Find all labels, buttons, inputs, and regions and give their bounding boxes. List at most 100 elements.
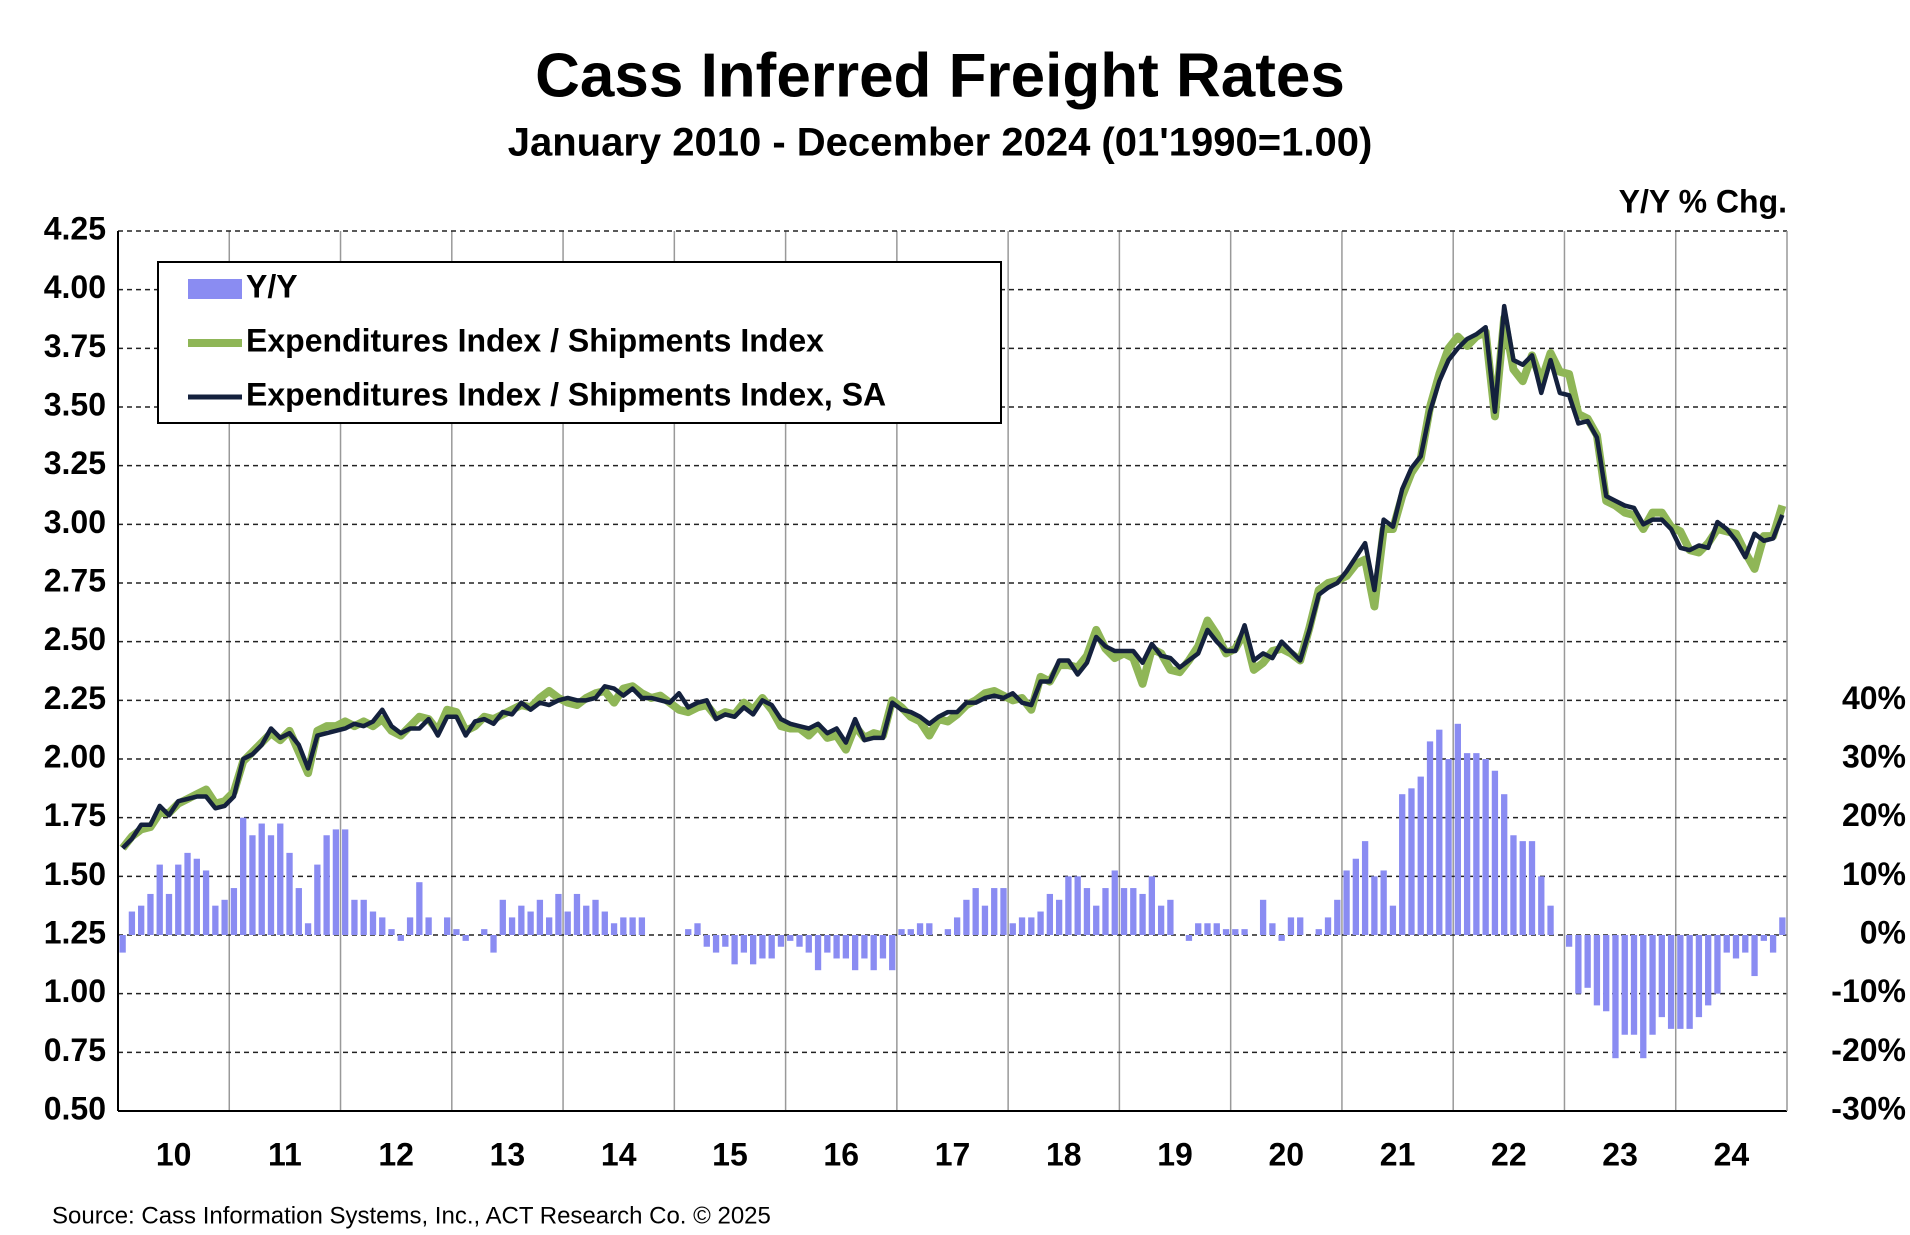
y-tick-label: 0.50: [44, 1090, 106, 1126]
bar: [777, 935, 785, 947]
bar: [740, 935, 748, 953]
x-tick-label: 11: [268, 1136, 302, 1172]
bar: [147, 893, 154, 935]
bar: [916, 923, 924, 935]
bar: [1399, 794, 1406, 935]
chart-title: Cass Inferred Freight Rates: [535, 41, 1345, 110]
bar: [787, 935, 794, 941]
bar: [175, 864, 182, 935]
bar: [1185, 935, 1193, 941]
bar: [1714, 935, 1721, 994]
bar: [1028, 917, 1035, 935]
bar: [1658, 935, 1665, 1018]
x-tick-label: 18: [1046, 1136, 1082, 1172]
bar: [1380, 870, 1387, 935]
bar: [1195, 923, 1202, 935]
bar: [1436, 729, 1443, 935]
bar: [963, 899, 970, 935]
x-tick-label: 20: [1269, 1136, 1305, 1172]
bar: [1769, 935, 1777, 953]
bar: [1695, 935, 1703, 1018]
bar: [1603, 935, 1610, 1012]
bar: [267, 835, 275, 935]
bar: [258, 823, 265, 935]
y2-tick-label: -10%: [1831, 973, 1906, 1009]
bar: [1667, 935, 1675, 1029]
bar: [1120, 888, 1128, 935]
x-tick-label: 16: [823, 1136, 859, 1172]
bar: [388, 929, 395, 935]
bar: [1491, 770, 1499, 935]
bar: [629, 917, 636, 935]
bar: [1009, 923, 1016, 935]
bar: [444, 917, 451, 935]
x-tick-label: 10: [156, 1136, 192, 1172]
bar: [1473, 753, 1480, 935]
bar: [1352, 858, 1359, 935]
bar: [202, 870, 210, 935]
bar: [703, 935, 710, 947]
bar: [685, 929, 692, 935]
chart-subtitle: January 2010 - December 2024 (01'1990=1.…: [508, 121, 1373, 165]
bar: [1575, 935, 1582, 994]
bar: [842, 935, 850, 959]
bar: [638, 917, 646, 935]
bar: [1241, 929, 1248, 935]
y2-tick-label: 40%: [1842, 680, 1906, 716]
bar: [1686, 935, 1693, 1029]
bar: [1779, 917, 1786, 935]
bar: [610, 923, 618, 935]
bar: [527, 911, 534, 935]
bar: [425, 917, 432, 935]
bar: [499, 899, 506, 935]
bar: [453, 929, 460, 935]
bar: [1065, 876, 1072, 935]
y-tick-label: 2.00: [44, 738, 106, 774]
bar: [1297, 917, 1304, 935]
x-tick-label: 15: [712, 1136, 748, 1172]
bar: [1213, 923, 1220, 935]
bar: [1463, 753, 1471, 935]
bar: [406, 917, 414, 935]
bar: [1612, 935, 1619, 1059]
bar: [546, 917, 553, 935]
bar: [1157, 905, 1165, 935]
bar: [1640, 935, 1647, 1059]
bar: [1705, 935, 1712, 1006]
bar: [1621, 935, 1628, 1035]
bar: [536, 899, 544, 935]
bar: [861, 935, 868, 959]
y2-tick-label: 20%: [1842, 797, 1906, 833]
bar: [351, 899, 358, 935]
bar: [1732, 935, 1740, 959]
bar: [796, 935, 803, 947]
bar: [128, 911, 136, 935]
y-tick-label: 4.00: [44, 269, 106, 305]
bar: [1565, 935, 1573, 947]
bar: [1093, 905, 1100, 935]
bar: [1417, 776, 1424, 935]
bar: [1074, 876, 1081, 935]
bar: [1055, 899, 1063, 935]
bar: [212, 905, 219, 935]
bar: [295, 888, 302, 935]
source-note: Source: Cass Information Systems, Inc., …: [52, 1202, 771, 1229]
bar: [1287, 917, 1295, 935]
legend-label: Y/Y: [246, 268, 298, 304]
bar: [1315, 929, 1322, 935]
legend-label: Expenditures Index / Shipments Index, SA: [246, 376, 886, 412]
bar: [462, 935, 469, 941]
bar: [620, 917, 627, 935]
bar: [898, 929, 905, 935]
bar: [889, 935, 896, 971]
bar: [518, 905, 525, 935]
bar: [1547, 905, 1554, 935]
bar: [1742, 935, 1749, 953]
bar: [749, 935, 757, 965]
bar: [1445, 759, 1452, 935]
bar: [1259, 899, 1267, 935]
y2-tick-label: -20%: [1831, 1032, 1906, 1068]
bar: [1222, 929, 1230, 935]
bar: [156, 864, 163, 935]
bar: [490, 935, 497, 953]
